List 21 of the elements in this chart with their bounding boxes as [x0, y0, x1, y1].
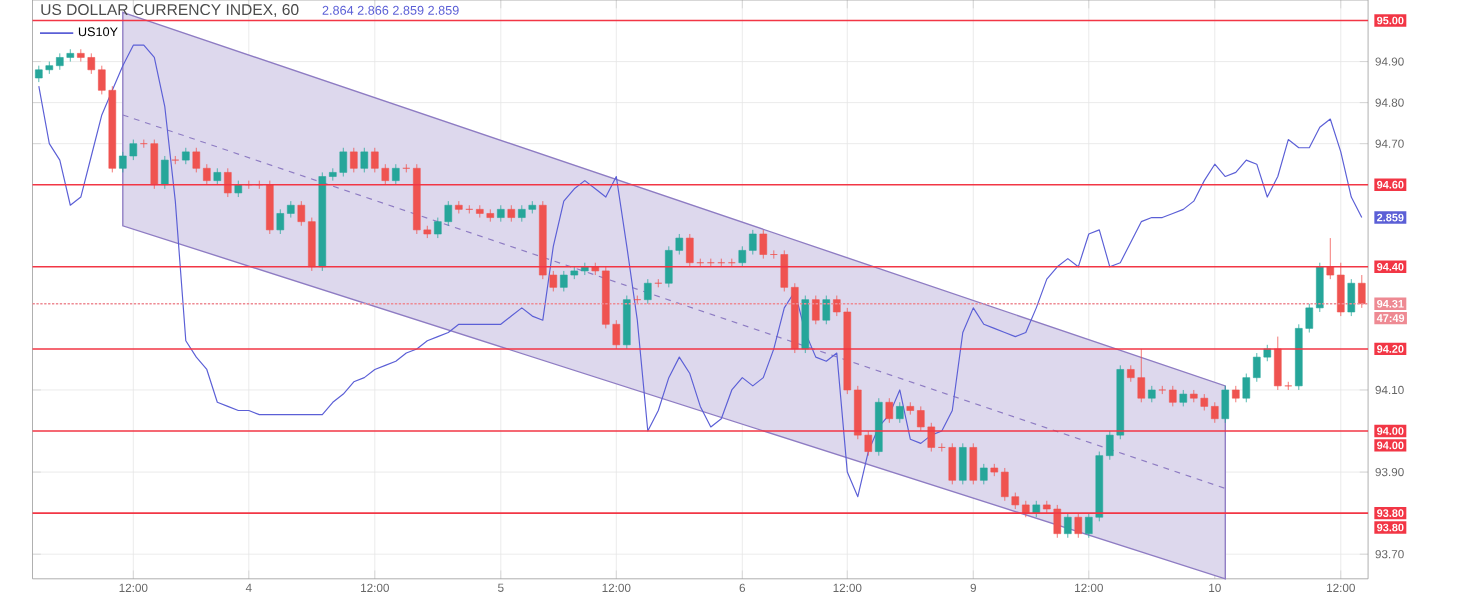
candlestick [392, 163, 400, 185]
candlestick [980, 463, 988, 485]
candlestick [896, 401, 904, 424]
candlestick [1221, 385, 1230, 424]
candlestick [266, 180, 274, 235]
candlestick [969, 442, 978, 485]
candlestick [1074, 512, 1083, 538]
candlestick [1064, 512, 1072, 538]
candlestick [885, 397, 894, 424]
candlestick [171, 155, 180, 165]
candlestick [224, 167, 232, 198]
candlestick [959, 442, 967, 485]
candlestick [1358, 274, 1366, 309]
candlestick [1347, 278, 1356, 317]
candlestick [812, 294, 820, 325]
candlestick [161, 155, 169, 190]
candlestick [623, 294, 631, 350]
candlestick [822, 294, 831, 325]
candlestick [360, 147, 369, 173]
candlestick [350, 147, 358, 173]
candlestick [644, 278, 652, 304]
